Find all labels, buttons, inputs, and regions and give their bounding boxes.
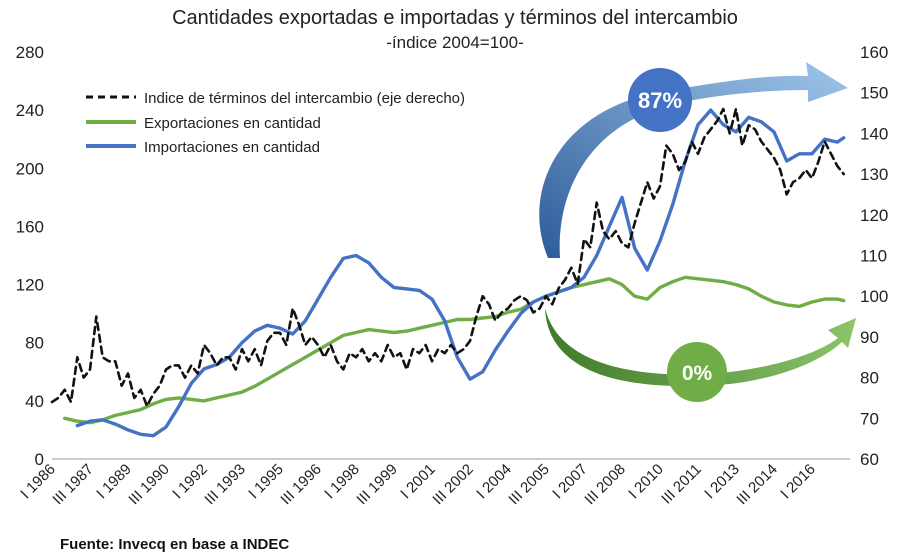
x-tick-label: III 1993	[201, 461, 248, 508]
green-badge	[667, 342, 727, 402]
trend-arrows: 87% 0%	[539, 62, 856, 402]
green-arrow	[545, 308, 856, 387]
y-left-tick-label: 200	[16, 159, 44, 178]
y-right-tick-label: 90	[860, 328, 879, 347]
y-left-tick-label: 0	[35, 450, 44, 469]
y-right-tick-label: 160	[860, 43, 888, 62]
blue-arrow	[539, 62, 848, 258]
y-right-tick-label: 150	[860, 84, 888, 103]
series-exports	[63, 275, 846, 425]
x-tick-label: III 2008	[581, 461, 628, 508]
y-left-tick-label: 280	[16, 43, 44, 62]
x-tick-label: III 1987	[49, 461, 96, 508]
y-left-ticks: 0 40 80 120 160 200 240 280	[16, 43, 44, 469]
series-layer	[50, 107, 846, 438]
y-right-tick-label: 70	[860, 409, 879, 428]
blue-badge-label: 87%	[638, 88, 682, 113]
legend-label-exports: Exportaciones en cantidad	[144, 115, 321, 132]
chart-title: Cantidades exportadas e importadas y tér…	[172, 7, 738, 29]
legend-label-terms: Indice de términos del intercambio (eje …	[144, 90, 465, 107]
y-right-tick-label: 120	[860, 206, 888, 225]
x-tick-label: III 2011	[658, 461, 705, 508]
source-note: Fuente: Invecq en base a INDEC	[60, 536, 290, 553]
y-right-tick-label: 130	[860, 165, 888, 184]
y-right-tick-label: 140	[860, 124, 888, 143]
y-left-tick-label: 40	[25, 392, 44, 411]
blue-badge	[628, 68, 692, 132]
y-left-tick-label: 80	[25, 334, 44, 353]
series-imports	[75, 108, 846, 438]
y-left-tick-label: 240	[16, 101, 44, 120]
x-tick-label: III 2005	[505, 461, 552, 508]
y-right-tick-label: 60	[860, 450, 879, 469]
y-right-tick-label: 110	[860, 247, 887, 266]
series-terms-of-trade	[50, 107, 845, 408]
x-tick-label: I 2016	[777, 461, 819, 503]
y-right-tick-label: 100	[860, 287, 888, 306]
x-tick-label: III 2002	[429, 461, 476, 508]
legend: Indice de términos del intercambio (eje …	[86, 90, 465, 156]
x-tick-label: III 1999	[353, 461, 400, 508]
y-right-ticks: 60 70 80 90 100 110 120 130 140 150 160	[860, 43, 888, 469]
y-right-tick-label: 80	[860, 369, 879, 388]
y-left-tick-label: 160	[16, 217, 44, 236]
x-tick-label: III 2014	[733, 461, 780, 508]
green-badge-label: 0%	[682, 362, 713, 385]
chart-subtitle: -índice 2004=100-	[386, 33, 524, 52]
x-tick-label: III 1996	[277, 461, 324, 508]
x-tick-label: III 1990	[125, 461, 172, 508]
y-left-tick-label: 120	[16, 276, 44, 295]
legend-label-imports: Importaciones en cantidad	[144, 139, 320, 156]
